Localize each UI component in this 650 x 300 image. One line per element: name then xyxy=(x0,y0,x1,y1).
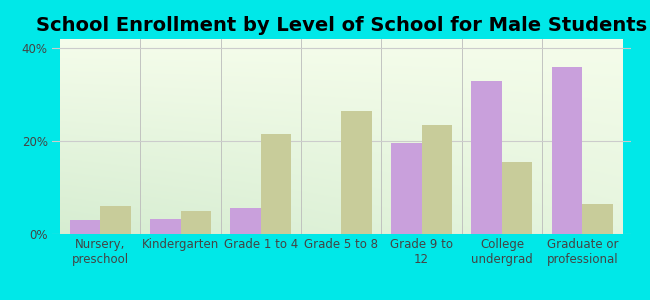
Title: School Enrollment by Level of School for Male Students: School Enrollment by Level of School for… xyxy=(36,16,647,35)
Bar xyxy=(70,220,100,234)
Bar xyxy=(341,111,372,234)
Bar xyxy=(100,206,131,234)
Bar xyxy=(552,67,582,234)
Bar xyxy=(181,211,211,234)
Bar xyxy=(471,81,502,234)
Bar xyxy=(150,219,181,234)
Bar xyxy=(582,204,613,234)
Bar xyxy=(502,162,532,234)
Bar xyxy=(230,208,261,234)
Bar xyxy=(261,134,291,234)
Bar xyxy=(422,125,452,234)
Bar xyxy=(391,143,422,234)
